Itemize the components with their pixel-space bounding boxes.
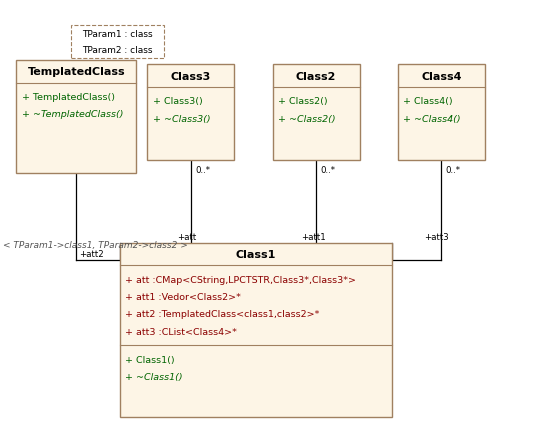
Text: 0..*: 0..*	[195, 166, 210, 175]
Text: + Class1(): + Class1()	[125, 355, 175, 364]
Text: +att: +att	[177, 232, 196, 241]
Text: + ~Class3(): + ~Class3()	[153, 115, 210, 123]
Text: + TemplatedClass(): + TemplatedClass()	[22, 93, 115, 102]
Text: +att2: +att2	[79, 249, 104, 258]
Text: TParam2 : class: TParam2 : class	[82, 46, 153, 55]
Text: + Class4(): + Class4()	[403, 97, 453, 106]
Text: + att2 :TemplatedClass<class1,class2>*: + att2 :TemplatedClass<class1,class2>*	[125, 310, 320, 319]
Text: < TParam1->class1, TParam2->class2 >: < TParam1->class1, TParam2->class2 >	[3, 241, 187, 250]
Text: + ~Class1(): + ~Class1()	[125, 372, 183, 381]
Text: + att :CMap<CString,LPCTSTR,Class3*,Class3*>: + att :CMap<CString,LPCTSTR,Class3*,Clas…	[125, 275, 356, 284]
Text: + ~TemplatedClass(): + ~TemplatedClass()	[22, 110, 123, 119]
Text: +att1: +att1	[301, 232, 325, 241]
Text: + Class2(): + Class2()	[278, 97, 328, 106]
Bar	[120, 243, 392, 417]
Text: Class2: Class2	[296, 72, 336, 81]
Text: + Class3(): + Class3()	[153, 97, 202, 106]
Text: TemplatedClass: TemplatedClass	[27, 67, 125, 77]
Text: Class3: Class3	[171, 72, 211, 81]
Text: + att3 :CList<Class4>*: + att3 :CList<Class4>*	[125, 327, 237, 336]
Bar	[398, 65, 485, 161]
Text: + att1 :Vedor<Class2>*: + att1 :Vedor<Class2>*	[125, 293, 241, 301]
Text: + ~Class2(): + ~Class2()	[278, 115, 336, 123]
Bar	[71, 26, 164, 59]
Text: TParam1 : class: TParam1 : class	[82, 30, 153, 39]
Text: + ~Class4(): + ~Class4()	[403, 115, 461, 123]
Bar	[16, 61, 136, 174]
Text: Class1: Class1	[236, 250, 276, 259]
Text: Class4: Class4	[421, 72, 462, 81]
Text: 0..*: 0..*	[320, 166, 336, 175]
Text: +att3: +att3	[424, 232, 449, 241]
Text: 0..*: 0..*	[446, 166, 461, 175]
Bar	[272, 65, 360, 161]
Bar	[147, 65, 234, 161]
